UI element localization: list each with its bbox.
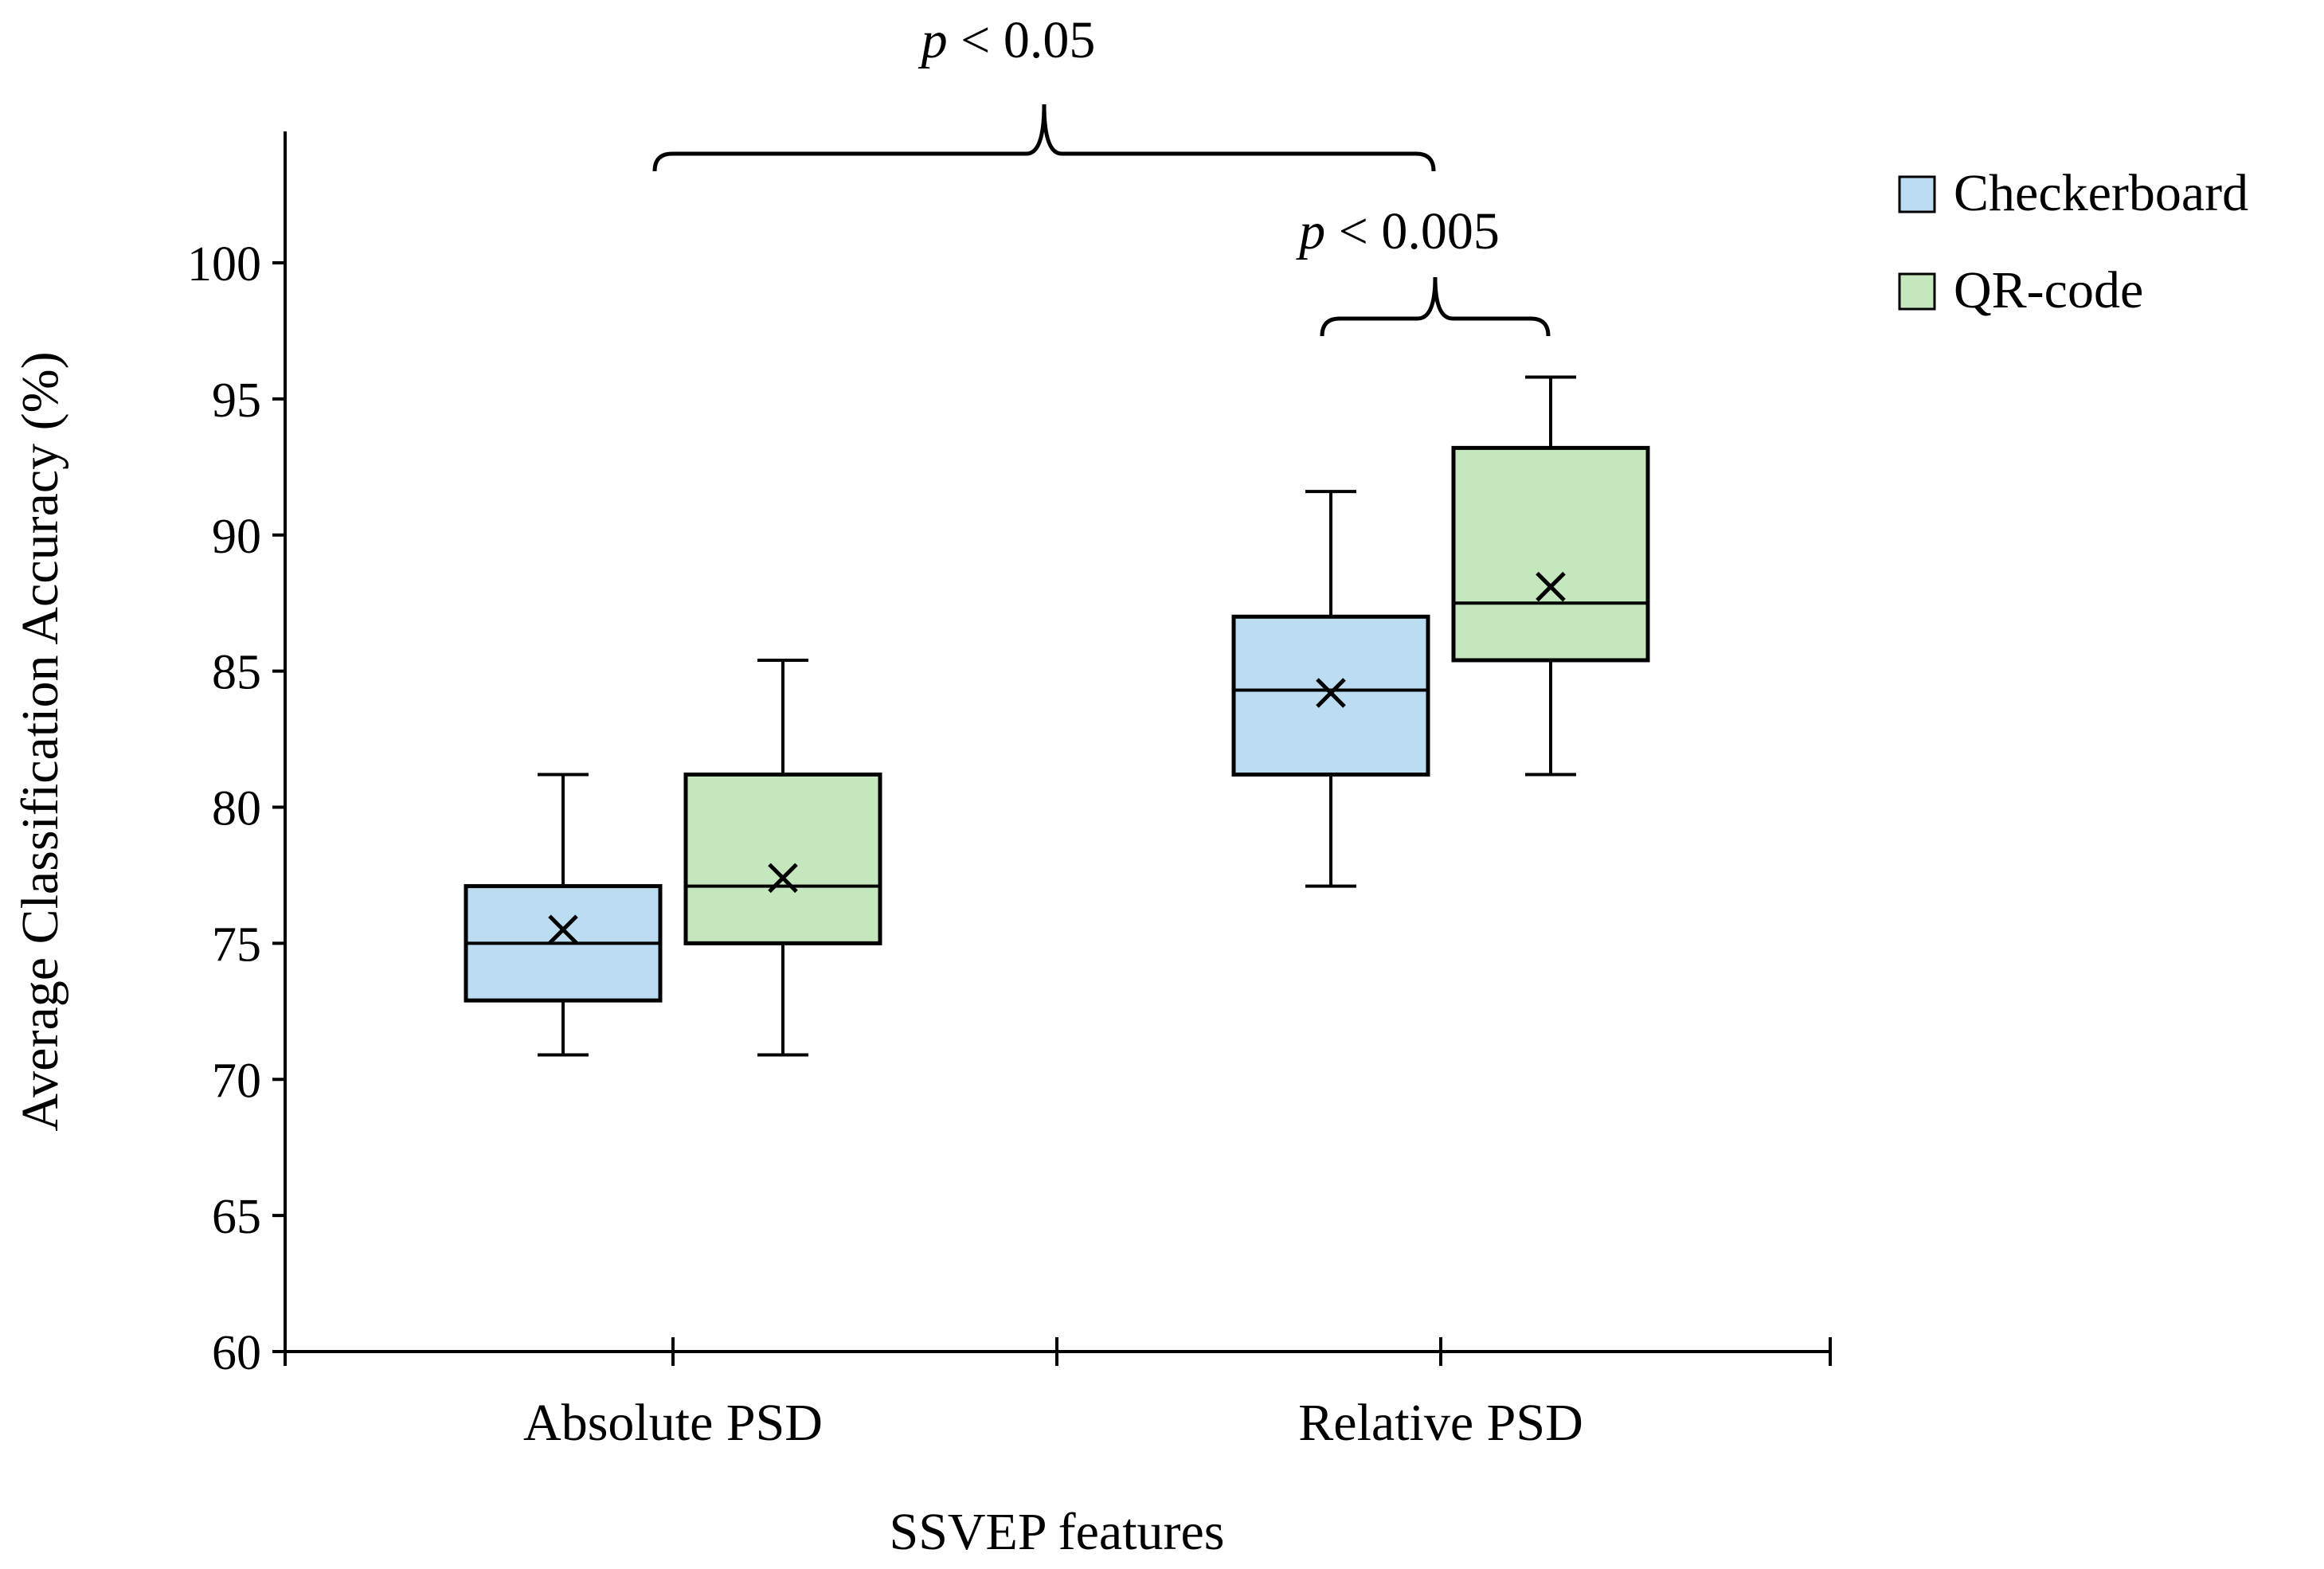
x-tick-label: Absolute PSD (523, 1394, 823, 1452)
legend-swatch-qr-code (1898, 272, 1936, 311)
legend-label-checkerboard: Checkerboard (1954, 164, 2248, 222)
mean-marker (548, 914, 578, 945)
significance-p-symbol: p (918, 11, 948, 69)
x-ticks: Absolute PSD Relative PSD (284, 1337, 1832, 1452)
y-axis-title: Average Classification Accuracy (%) (11, 351, 69, 1131)
mean-marker (1316, 678, 1346, 708)
x-axis-title: SSVEP features (889, 1503, 1224, 1561)
box-iqr (683, 772, 882, 945)
box-qr-code-1 (1451, 375, 1650, 777)
y-tick-label: 75 (212, 918, 261, 972)
y-tick-label: 70 (212, 1054, 261, 1108)
significance-label-features: p < 0.05 (918, 11, 1096, 69)
boxes (464, 375, 1650, 1057)
mean-marker (1536, 571, 1566, 602)
significance-value: < 0.005 (1325, 202, 1500, 260)
y-tick-label: 85 (212, 646, 261, 700)
y-tick-label: 80 (212, 782, 261, 836)
box-checkerboard-1 (1231, 490, 1430, 888)
legend: Checkerboard QR-code (1898, 164, 2248, 319)
significance-value: < 0.05 (948, 11, 1096, 69)
significance-brackets (652, 104, 1551, 337)
significance-p-symbol: p (1296, 202, 1325, 260)
significance-bracket-relative (1320, 276, 1551, 337)
box-checkerboard-0 (464, 773, 663, 1057)
legend-swatch-checkerboard (1898, 175, 1936, 213)
y-tick-label: 60 (212, 1326, 261, 1380)
y-tick-label: 95 (212, 374, 261, 428)
box-qr-code-0 (683, 658, 882, 1057)
box-iqr (1451, 445, 1650, 663)
significance-bracket-features (652, 104, 1436, 172)
mean-marker (768, 863, 798, 894)
y-tick-label: 100 (187, 237, 261, 291)
y-tick-label: 65 (212, 1190, 261, 1244)
significance-label-relative: p < 0.005 (1296, 202, 1500, 260)
y-ticks: 60 65 70 75 80 85 90 95 100 (187, 237, 285, 1380)
x-tick-label: Relative PSD (1298, 1394, 1583, 1452)
legend-label-qr-code: QR-code (1954, 261, 2143, 319)
y-tick-label: 90 (212, 510, 261, 564)
